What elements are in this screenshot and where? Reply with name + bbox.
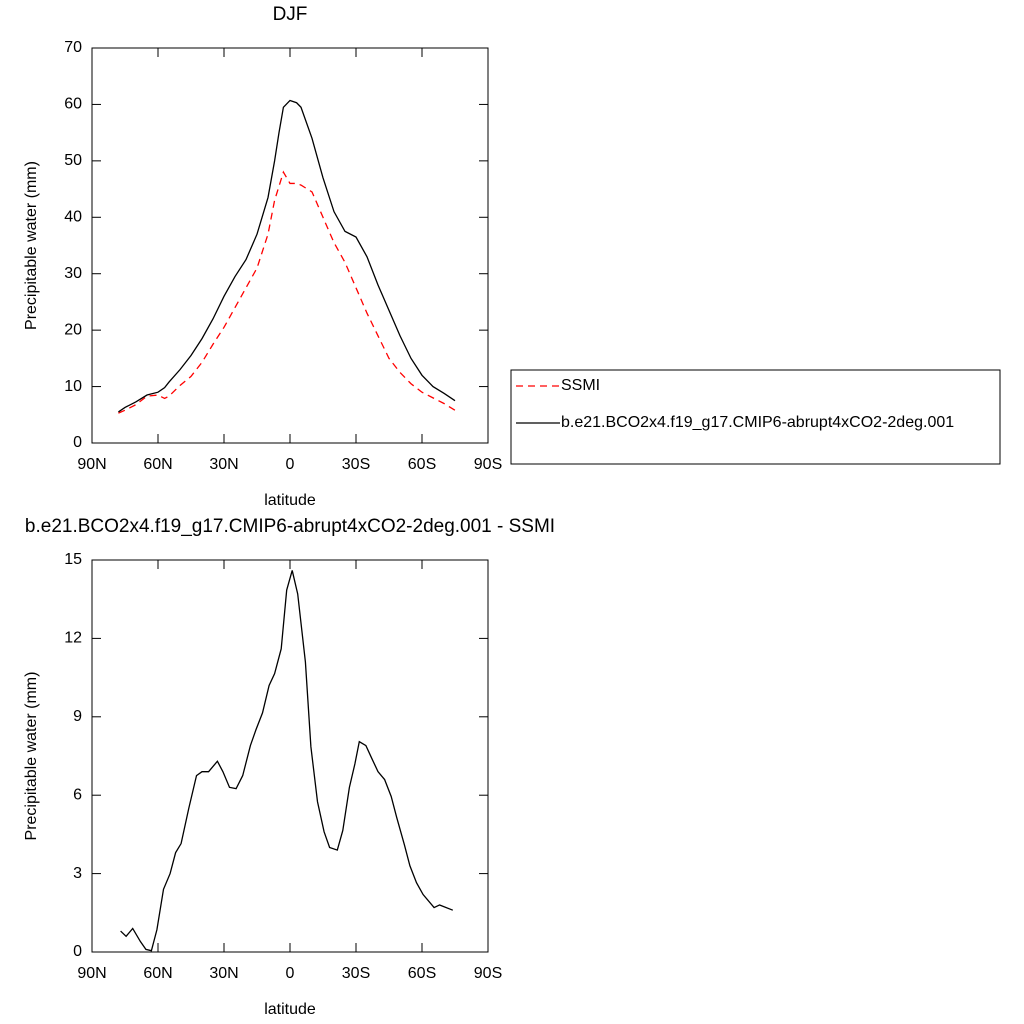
y-tick-label: 6 (73, 786, 82, 803)
y-tick-label: 60 (64, 96, 82, 113)
y-axis-label: Precipitable water (mm) (23, 161, 40, 330)
y-tick-label: 20 (64, 321, 82, 338)
x-tick-label: 90S (474, 456, 502, 473)
x-tick-label: 60S (408, 965, 436, 982)
y-tick-label: 9 (73, 708, 82, 725)
x-tick-label: 90S (474, 965, 502, 982)
x-tick-label: 90N (77, 965, 106, 982)
x-tick-label: 0 (286, 456, 295, 473)
data-line (118, 99, 456, 413)
y-tick-label: 0 (73, 434, 82, 451)
x-tick-label: 60N (143, 456, 172, 473)
y-tick-label: 15 (64, 551, 82, 568)
y-tick-label: 0 (73, 943, 82, 960)
legend-label: b.e21.BCO2x4.f19_g17.CMIP6-abrupt4xCO2-2… (561, 414, 954, 431)
data-line (118, 170, 456, 414)
y-tick-label: 70 (64, 39, 82, 56)
y-tick-label: 3 (73, 865, 82, 882)
y-tick-label: 30 (64, 265, 82, 282)
data-line (120, 570, 454, 952)
chart-title: b.e21.BCO2x4.f19_g17.CMIP6-abrupt4xCO2-2… (25, 516, 555, 537)
y-tick-label: 12 (64, 630, 82, 647)
x-tick-label: 30N (209, 965, 238, 982)
x-tick-label: 30N (209, 456, 238, 473)
x-tick-label: 30S (342, 965, 370, 982)
chart-title: DJF (273, 4, 308, 25)
y-tick-label: 50 (64, 152, 82, 169)
plot-frame (91, 47, 489, 444)
x-tick-label: 90N (77, 456, 106, 473)
x-tick-label: 0 (286, 965, 295, 982)
legend-label: SSMI (561, 377, 600, 394)
legend-box (510, 369, 1001, 465)
y-tick-label: 10 (64, 378, 82, 395)
y-tick-label: 40 (64, 209, 82, 226)
x-tick-label: 30S (342, 456, 370, 473)
x-tick-label: 60N (143, 965, 172, 982)
x-axis-label: latitude (264, 1001, 316, 1018)
x-axis-label: latitude (264, 492, 316, 509)
x-tick-label: 60S (408, 456, 436, 473)
y-axis-label: Precipitable water (mm) (23, 672, 40, 841)
plot-frame (91, 559, 489, 953)
